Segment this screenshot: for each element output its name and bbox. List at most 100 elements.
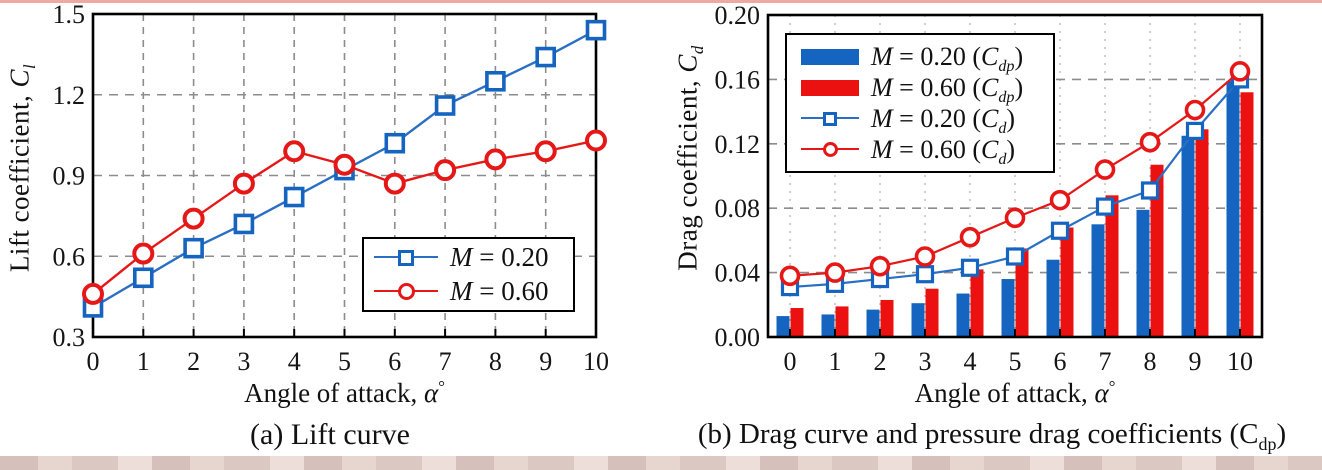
y-tick-label: 0.08 — [715, 194, 761, 223]
x-tick-label: 8 — [1144, 347, 1157, 376]
blue-bar — [1001, 279, 1015, 337]
legend-m-symbol: M — [871, 103, 893, 133]
red-bar — [1195, 129, 1209, 337]
legend-value: = 0.60 ( — [892, 72, 981, 102]
data-point-marker — [133, 267, 154, 289]
legend-close-paren: ) — [1014, 72, 1024, 102]
lift-x-axis-label-text: Angle of attack, — [244, 378, 425, 408]
data-point-marker — [779, 265, 801, 287]
drag-y-axis-label: Drag coefficient, Cd — [672, 45, 707, 271]
y-tick-label: 0.6 — [53, 242, 86, 271]
legend-c-symbol: C — [981, 41, 999, 71]
drag-y-axis-symbol: C — [672, 54, 703, 73]
x-tick-label: 4 — [964, 347, 977, 376]
y-tick-label: 0.04 — [715, 259, 761, 288]
data-point-marker — [915, 265, 935, 284]
data-point-marker — [183, 237, 204, 259]
blue-square-line-icon — [801, 107, 859, 131]
x-tick-label: 10 — [1227, 347, 1253, 376]
lift-y-axis-label: Lift coefficient, Cl — [4, 63, 39, 273]
lift-y-axis-symbol: C — [4, 68, 35, 88]
red-bar — [835, 306, 849, 337]
data-point-marker — [1185, 121, 1205, 141]
blue-bar — [1046, 259, 1060, 337]
data-point-marker — [384, 132, 406, 154]
lift-caption-text: (a) Lift curve — [250, 418, 410, 451]
x-tick-label: 1 — [829, 347, 842, 376]
legend-subscript: dp — [998, 88, 1015, 106]
data-point-marker — [1184, 99, 1206, 121]
data-point-marker — [383, 172, 406, 195]
data-point-marker — [484, 148, 507, 171]
data-point-marker — [585, 129, 607, 152]
legend-item-m020: M = 0.20 — [364, 241, 573, 275]
legend-close-paren: ) — [1006, 134, 1016, 164]
data-point-marker — [959, 226, 981, 248]
data-point-marker — [1229, 61, 1251, 82]
legend-value: = 0.20 ( — [892, 103, 981, 133]
y-tick-label: 0.16 — [715, 65, 761, 94]
drag-x-axis-label-text: Angle of attack, — [914, 378, 1095, 408]
data-point-marker — [1095, 197, 1115, 216]
drag-caption-subscript: dp — [1258, 433, 1277, 454]
data-point-marker — [333, 153, 356, 176]
legend-subscript: d — [998, 119, 1007, 137]
lift-x-axis-degree: ° — [438, 377, 445, 396]
legend-value: = 0.20 — [472, 242, 549, 272]
x-tick-label: 4 — [288, 347, 301, 376]
x-tick-label: 7 — [1099, 347, 1112, 376]
red-bar-swatch-icon — [801, 79, 859, 96]
data-point-marker — [869, 255, 891, 277]
data-point-marker — [824, 262, 846, 283]
y-tick-label: 0.3 — [53, 323, 86, 352]
data-point-marker — [535, 46, 557, 68]
drag-x-axis-label: Angle of attack, α° — [768, 378, 1262, 409]
blue-square-line-icon — [374, 246, 438, 270]
data-point-marker — [232, 172, 255, 195]
red-bar — [970, 269, 984, 337]
blue-bar — [956, 293, 970, 337]
legend-item-m060-cd: M = 0.60 (Cd) — [787, 134, 1053, 168]
blue-bar — [1136, 209, 1150, 337]
data-point-marker — [1049, 189, 1071, 211]
data-point-marker — [233, 213, 255, 235]
x-tick-label: 2 — [187, 347, 200, 376]
legend-m-symbol: M — [871, 72, 893, 102]
blue-bar — [911, 303, 925, 337]
blue-bar-swatch-icon — [801, 48, 859, 65]
x-tick-label: 0 — [784, 347, 797, 376]
data-point-marker — [283, 140, 306, 163]
red-bar — [1015, 248, 1029, 337]
legend-m-symbol: M — [450, 242, 473, 272]
drag-legend: M = 0.20 (Cdp) M = 0.60 (Cdp) M = 0.20 (… — [785, 33, 1055, 173]
lift-y-axis-label-text: Lift coefficient, — [4, 87, 35, 273]
x-tick-label: 8 — [489, 347, 502, 376]
data-point-marker — [132, 242, 155, 265]
x-tick-label: 5 — [1009, 347, 1022, 376]
x-tick-label: 6 — [1054, 347, 1067, 376]
lift-y-axis-subscript: l — [19, 63, 39, 69]
drag-caption: (b) Drag curve and pressure drag coeffic… — [662, 418, 1322, 454]
blue-bar — [1181, 135, 1195, 337]
legend-c-symbol: C — [981, 134, 999, 164]
red-circle-line-icon — [801, 138, 859, 162]
legend-item-m020-cd: M = 0.20 (Cd) — [787, 103, 1053, 137]
y-tick-label: 1.2 — [53, 81, 86, 110]
legend-subscript: dp — [998, 57, 1015, 75]
data-point-marker — [82, 282, 104, 305]
data-point-marker — [585, 19, 607, 41]
legend-c-symbol: C — [981, 72, 999, 102]
legend-value: = 0.20 ( — [892, 41, 981, 71]
data-point-marker — [1139, 131, 1161, 153]
lift-plot-frame — [91, 12, 598, 339]
drag-y-axis-subscript: d — [687, 45, 707, 55]
legend-subscript: d — [998, 150, 1007, 168]
drag-x-axis-symbol: α — [1094, 378, 1109, 408]
red-bar — [790, 308, 804, 337]
drag-x-axis-degree: ° — [1108, 377, 1116, 396]
data-point-marker — [434, 159, 457, 182]
data-point-marker — [914, 246, 936, 267]
lift-legend: M = 0.20 M = 0.60 — [362, 237, 575, 312]
blue-bar — [866, 309, 880, 337]
red-bar — [1105, 195, 1119, 337]
